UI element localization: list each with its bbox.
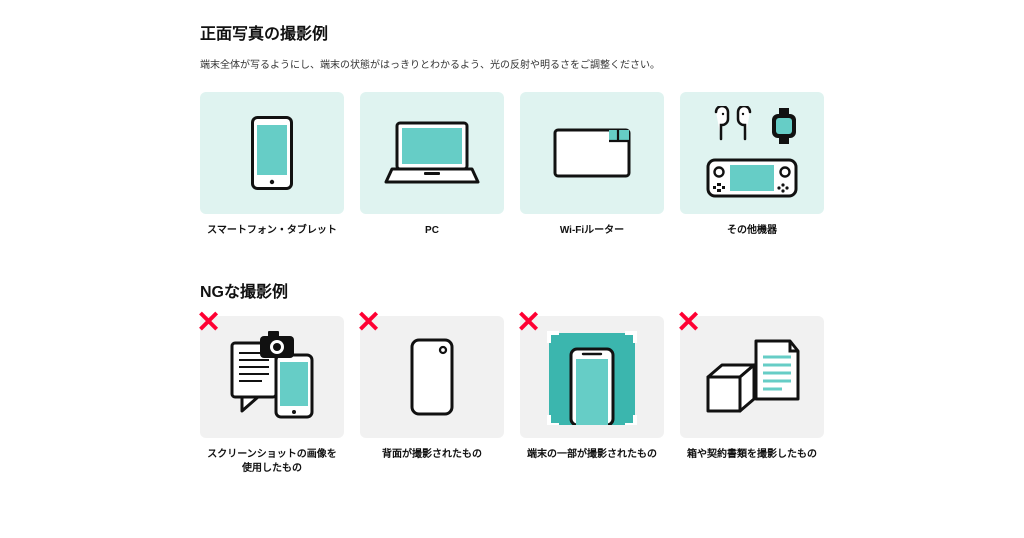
bad-card-screenshot: ✕ [200,316,344,476]
bad-section-title: NGな撮影例 [200,278,824,302]
label-smartphone: スマートフォン・タブレット [207,224,337,238]
good-section-title: 正面写真の撮影例 [200,20,824,44]
backside-icon [410,338,454,416]
screenshot-icon [222,329,322,425]
laptop-icon [384,120,480,186]
label-boxdoc: 箱や契約書類を撮影したもの [687,448,817,462]
good-section-desc: 端末全体が写るようにし、端末の状態がはっきりとわかるよう、光の反射や明るさをご調… [200,58,824,74]
label-partial: 端末の一部が撮影されたもの [527,448,657,462]
smartphone-icon [251,116,293,190]
bad-card-row: ✕ [200,316,824,476]
other-devices-icon [696,106,808,200]
ng-x-icon: ✕ [356,308,381,338]
good-card-other: その他機器 [680,92,824,238]
label-laptop: PC [425,224,439,238]
tile-other [680,92,824,214]
tile-backside: ✕ [360,316,504,438]
good-card-smartphone: スマートフォン・タブレット [200,92,344,238]
tile-smartphone [200,92,344,214]
bad-card-backside: ✕ 背面が撮影されたもの [360,316,504,476]
tile-partial: ✕ [520,316,664,438]
label-screenshot: スクリーンショットの画像を使用したもの [207,448,337,476]
tile-laptop [360,92,504,214]
ng-x-icon: ✕ [676,308,701,338]
tile-router [520,92,664,214]
good-card-router: Wi-Fiルーター [520,92,664,238]
box-doc-icon [700,333,804,421]
label-router: Wi-Fiルーター [560,224,624,238]
router-icon [553,128,631,178]
bad-card-partial: ✕ 端末の一部が撮影されたもの [520,316,664,476]
good-card-row: スマートフォン・タブレット PC [200,92,824,238]
label-backside: 背面が撮影されたもの [382,448,482,462]
tile-screenshot: ✕ [200,316,344,438]
good-card-laptop: PC [360,92,504,238]
partial-icon [545,329,639,425]
bad-card-boxdoc: ✕ [680,316,824,476]
label-other: その他機器 [727,224,777,238]
tile-boxdoc: ✕ [680,316,824,438]
ng-x-icon: ✕ [196,308,221,338]
ng-x-icon: ✕ [516,308,541,338]
